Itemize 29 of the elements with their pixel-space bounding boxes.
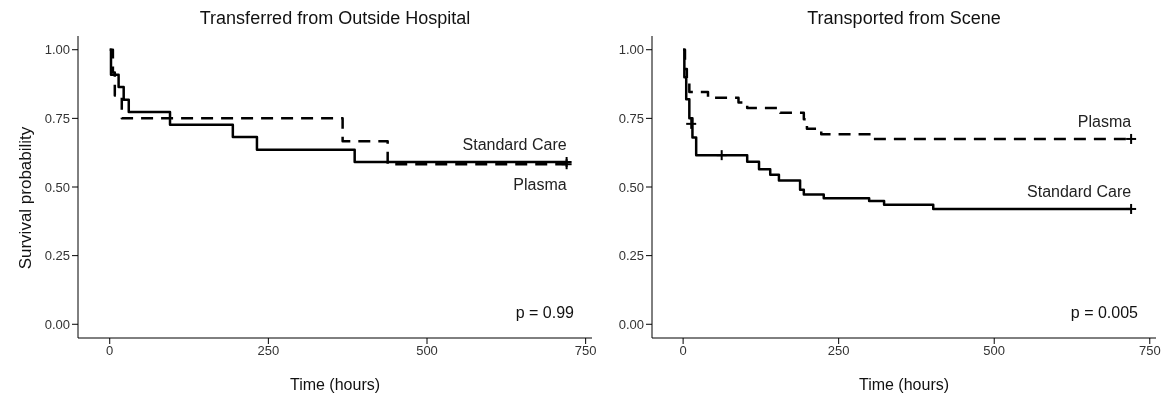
- series-label: Plasma: [1077, 112, 1132, 130]
- y-tick-label: 0.50: [618, 179, 644, 195]
- x-axis-title: Time (hours): [288, 376, 382, 394]
- x-tick-label: 250: [257, 343, 280, 359]
- series-label: Standard Care: [1027, 182, 1132, 200]
- x-tick-label: 0: [106, 343, 114, 359]
- chart-title: Transported from Scene: [806, 8, 1002, 29]
- x-tick-label: 750: [1138, 343, 1161, 359]
- x-tick-label: 250: [827, 343, 850, 359]
- x-axis-title: Time (hours): [857, 376, 951, 394]
- chart-title: Transferred from Outside Hospital: [198, 8, 472, 29]
- y-tick-label: 0.00: [44, 316, 70, 332]
- y-tick-label: 0.75: [44, 110, 70, 126]
- x-tick-label: 500: [416, 343, 438, 359]
- x-tick-label: 500: [983, 343, 1006, 359]
- series-label: Plasma: [513, 176, 567, 194]
- y-tick-label: 0.50: [44, 179, 70, 195]
- y-tick-label: 1.00: [618, 42, 644, 58]
- y-tick-label: 0.25: [618, 248, 644, 264]
- y-axis-title: Survival probability: [16, 125, 36, 272]
- series-label: Standard Care: [462, 136, 567, 154]
- annotation: p = 0.99: [515, 304, 574, 322]
- y-tick-label: 1.00: [44, 42, 70, 58]
- y-tick-label: 0.75: [618, 110, 644, 126]
- x-tick-label: 0: [679, 343, 687, 359]
- y-tick-label: 0.25: [44, 248, 70, 264]
- x-tick-label: 750: [574, 343, 597, 359]
- annotation: p = 0.005: [1070, 304, 1138, 322]
- y-tick-label: 0.00: [618, 316, 644, 332]
